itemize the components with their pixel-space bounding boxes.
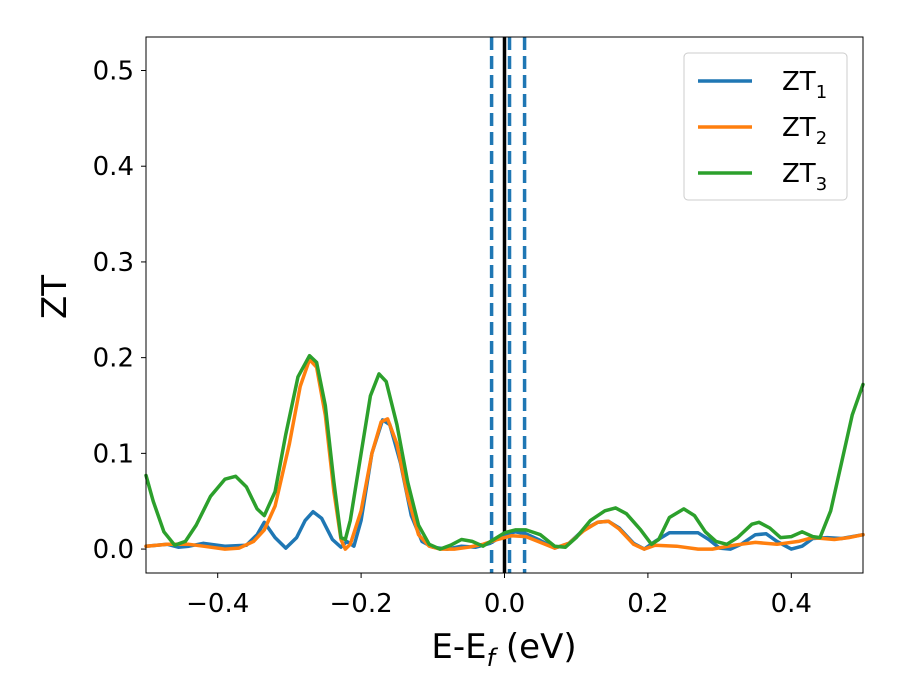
reference-lines xyxy=(489,37,527,573)
y-axis-ticks: 0.0 0.1 0.2 0.3 0.4 0.5 xyxy=(93,57,146,565)
y-tick-label: 0.0 xyxy=(93,535,134,565)
legend-box xyxy=(683,52,848,201)
y-tick-label: 0.2 xyxy=(93,344,134,374)
x-axis-label: E-Ef (eV) xyxy=(431,627,576,672)
x-axis-label-unit: (eV) xyxy=(495,627,577,667)
series-line-zt3 xyxy=(144,353,865,551)
legend-label-zt1: ZT1 xyxy=(782,67,827,103)
series-line-zt2 xyxy=(144,357,865,551)
y-axis-label: ZT xyxy=(35,275,75,319)
x-tick-label: 0.2 xyxy=(627,589,668,619)
x-axis-ticks: −0.4 −0.2 0.0 0.2 0.4 xyxy=(186,573,812,619)
legend-label-zt2: ZT2 xyxy=(782,113,827,149)
x-tick-label: 0.4 xyxy=(771,589,812,619)
y-tick-label: 0.4 xyxy=(93,152,134,182)
y-tick-label: 0.1 xyxy=(93,439,134,469)
legend-label-zt3: ZT3 xyxy=(782,159,827,195)
x-tick-label: −0.2 xyxy=(330,589,393,619)
y-tick-label: 0.3 xyxy=(93,248,134,278)
x-tick-label: 0.0 xyxy=(484,589,525,619)
x-tick-label: −0.4 xyxy=(186,589,249,619)
y-tick-label: 0.5 xyxy=(93,57,134,87)
series-lines xyxy=(144,353,865,551)
legend: ZT1 ZT2 ZT3 xyxy=(683,52,848,201)
